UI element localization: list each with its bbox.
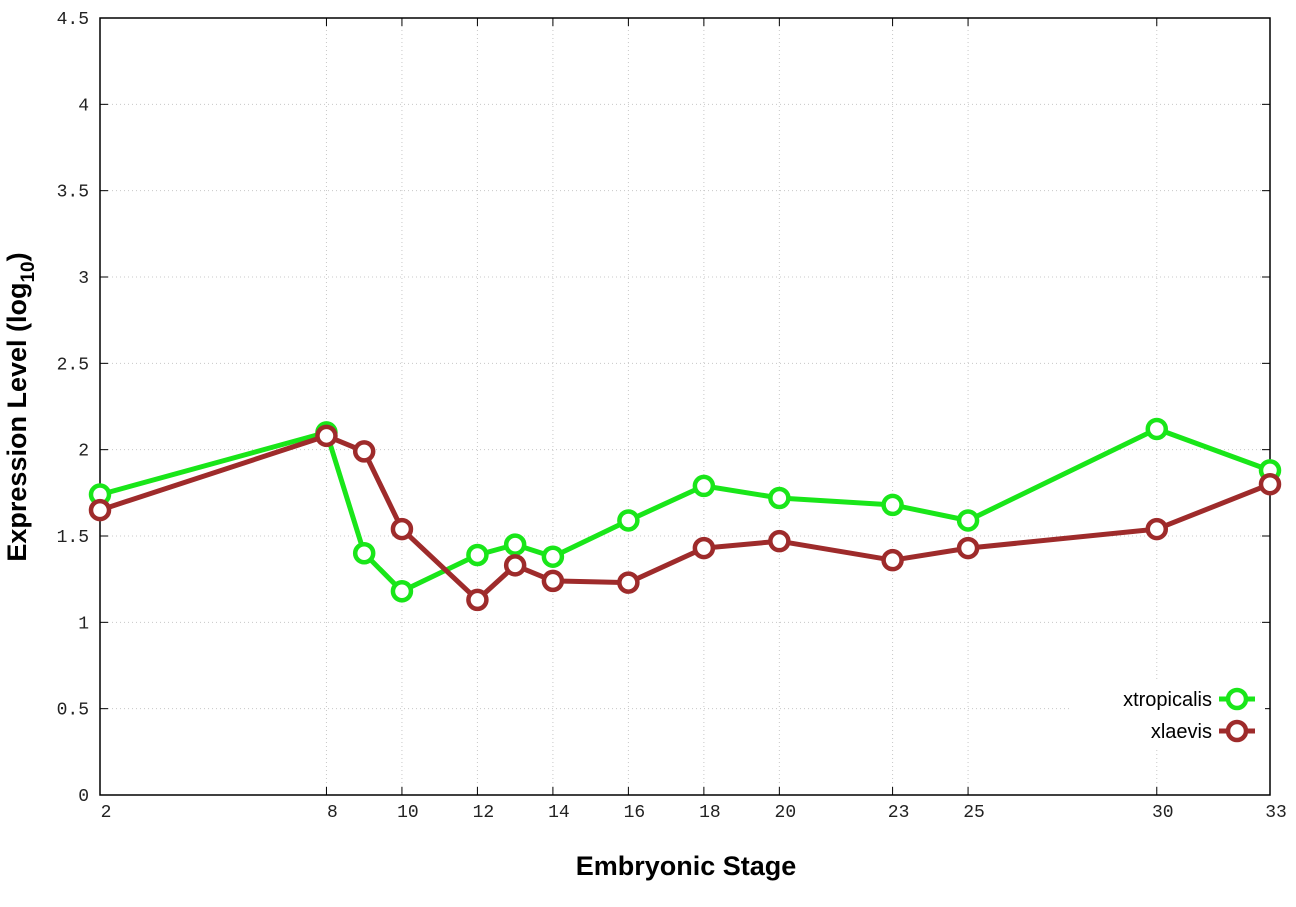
series-xtropicalis xyxy=(88,417,1282,603)
data-point-xlaevis xyxy=(1145,517,1169,541)
y-axis-title: Expression Level (log10) xyxy=(2,252,39,561)
series-layer xyxy=(88,417,1282,612)
x-tick-label: 14 xyxy=(548,803,570,823)
data-point-xtropicalis xyxy=(881,493,904,517)
data-point-xlaevis xyxy=(692,536,716,560)
data-point-xlaevis xyxy=(956,536,980,560)
x-tick-label: 18 xyxy=(699,803,721,823)
data-point-xlaevis xyxy=(88,498,112,522)
x-tick-label: 16 xyxy=(624,803,646,823)
y-tick-label: 2.5 xyxy=(57,355,89,375)
x-tick-label: 10 xyxy=(397,803,419,823)
y-tick-label: 2 xyxy=(78,442,89,462)
x-tick-label: 30 xyxy=(1152,803,1174,823)
x-tick-label: 23 xyxy=(888,803,910,823)
data-point-xtropicalis xyxy=(503,533,527,556)
x-tick-label: 2 xyxy=(101,803,112,823)
data-point-xtropicalis xyxy=(617,509,640,532)
legend-swatch-marker-xlaevis xyxy=(1225,719,1249,743)
series-line-xlaevis xyxy=(99,433,1271,603)
y-tick-label: 4.5 xyxy=(57,10,89,30)
legend: xtropicalis xlaevis xyxy=(1070,680,1265,750)
x-axis-title: Embryonic Stage xyxy=(576,851,797,881)
y-axis-title-main: Expression Level (log xyxy=(2,283,32,562)
legend-label-xtropicalis: xtropicalis xyxy=(1123,689,1212,711)
legend-swatch-marker-xtropicalis xyxy=(1225,687,1249,711)
grid-layer xyxy=(100,18,1270,795)
data-point-xlaevis xyxy=(390,517,414,541)
ticks-layer: 2 8 10 12 14 16 18 20 23 25 30 33 0 0.5 1 1.5 2 2.5 3 3.5 4 4… xyxy=(57,10,1287,823)
y-tick-label: 1.5 xyxy=(57,528,89,548)
data-point-xtropicalis xyxy=(390,580,414,603)
data-point-xlaevis xyxy=(503,554,527,577)
data-point-xtropicalis xyxy=(692,474,716,498)
data-point-xlaevis xyxy=(768,529,791,553)
y-tick-label: 0 xyxy=(78,787,89,807)
x-tick-label: 8 xyxy=(327,803,338,823)
y-tick-label: 0.5 xyxy=(57,701,89,721)
y-tick-label: 3 xyxy=(78,269,89,289)
x-tick-label: 25 xyxy=(963,803,985,823)
series-xlaevis xyxy=(88,424,1282,612)
x-tick-label: 20 xyxy=(775,803,797,823)
data-point-xtropicalis xyxy=(541,545,565,568)
x-tick-label: 33 xyxy=(1265,803,1287,823)
data-point-xtropicalis xyxy=(956,509,980,532)
data-point-xlaevis xyxy=(352,440,376,463)
data-point-xlaevis xyxy=(1258,472,1282,496)
data-point-xtropicalis xyxy=(1145,417,1169,441)
y-tick-label: 4 xyxy=(78,96,89,116)
y-axis-title-subscript: 10 xyxy=(18,261,39,282)
data-point-xlaevis xyxy=(466,588,489,612)
plot-frame xyxy=(99,17,1271,796)
data-point-xlaevis xyxy=(881,548,904,572)
data-point-xtropicalis xyxy=(352,542,376,565)
data-point-xtropicalis xyxy=(466,543,489,567)
legend-label-xlaevis: xlaevis xyxy=(1151,721,1212,743)
data-point-xlaevis xyxy=(617,571,640,594)
y-tick-label: 3.5 xyxy=(57,183,89,203)
data-point-xlaevis xyxy=(541,569,565,593)
data-point-xlaevis xyxy=(315,424,338,448)
x-tick-label: 12 xyxy=(473,803,495,823)
y-axis-title-close: ) xyxy=(2,252,32,261)
y-tick-label: 1 xyxy=(78,614,89,634)
data-point-xtropicalis xyxy=(768,486,791,510)
